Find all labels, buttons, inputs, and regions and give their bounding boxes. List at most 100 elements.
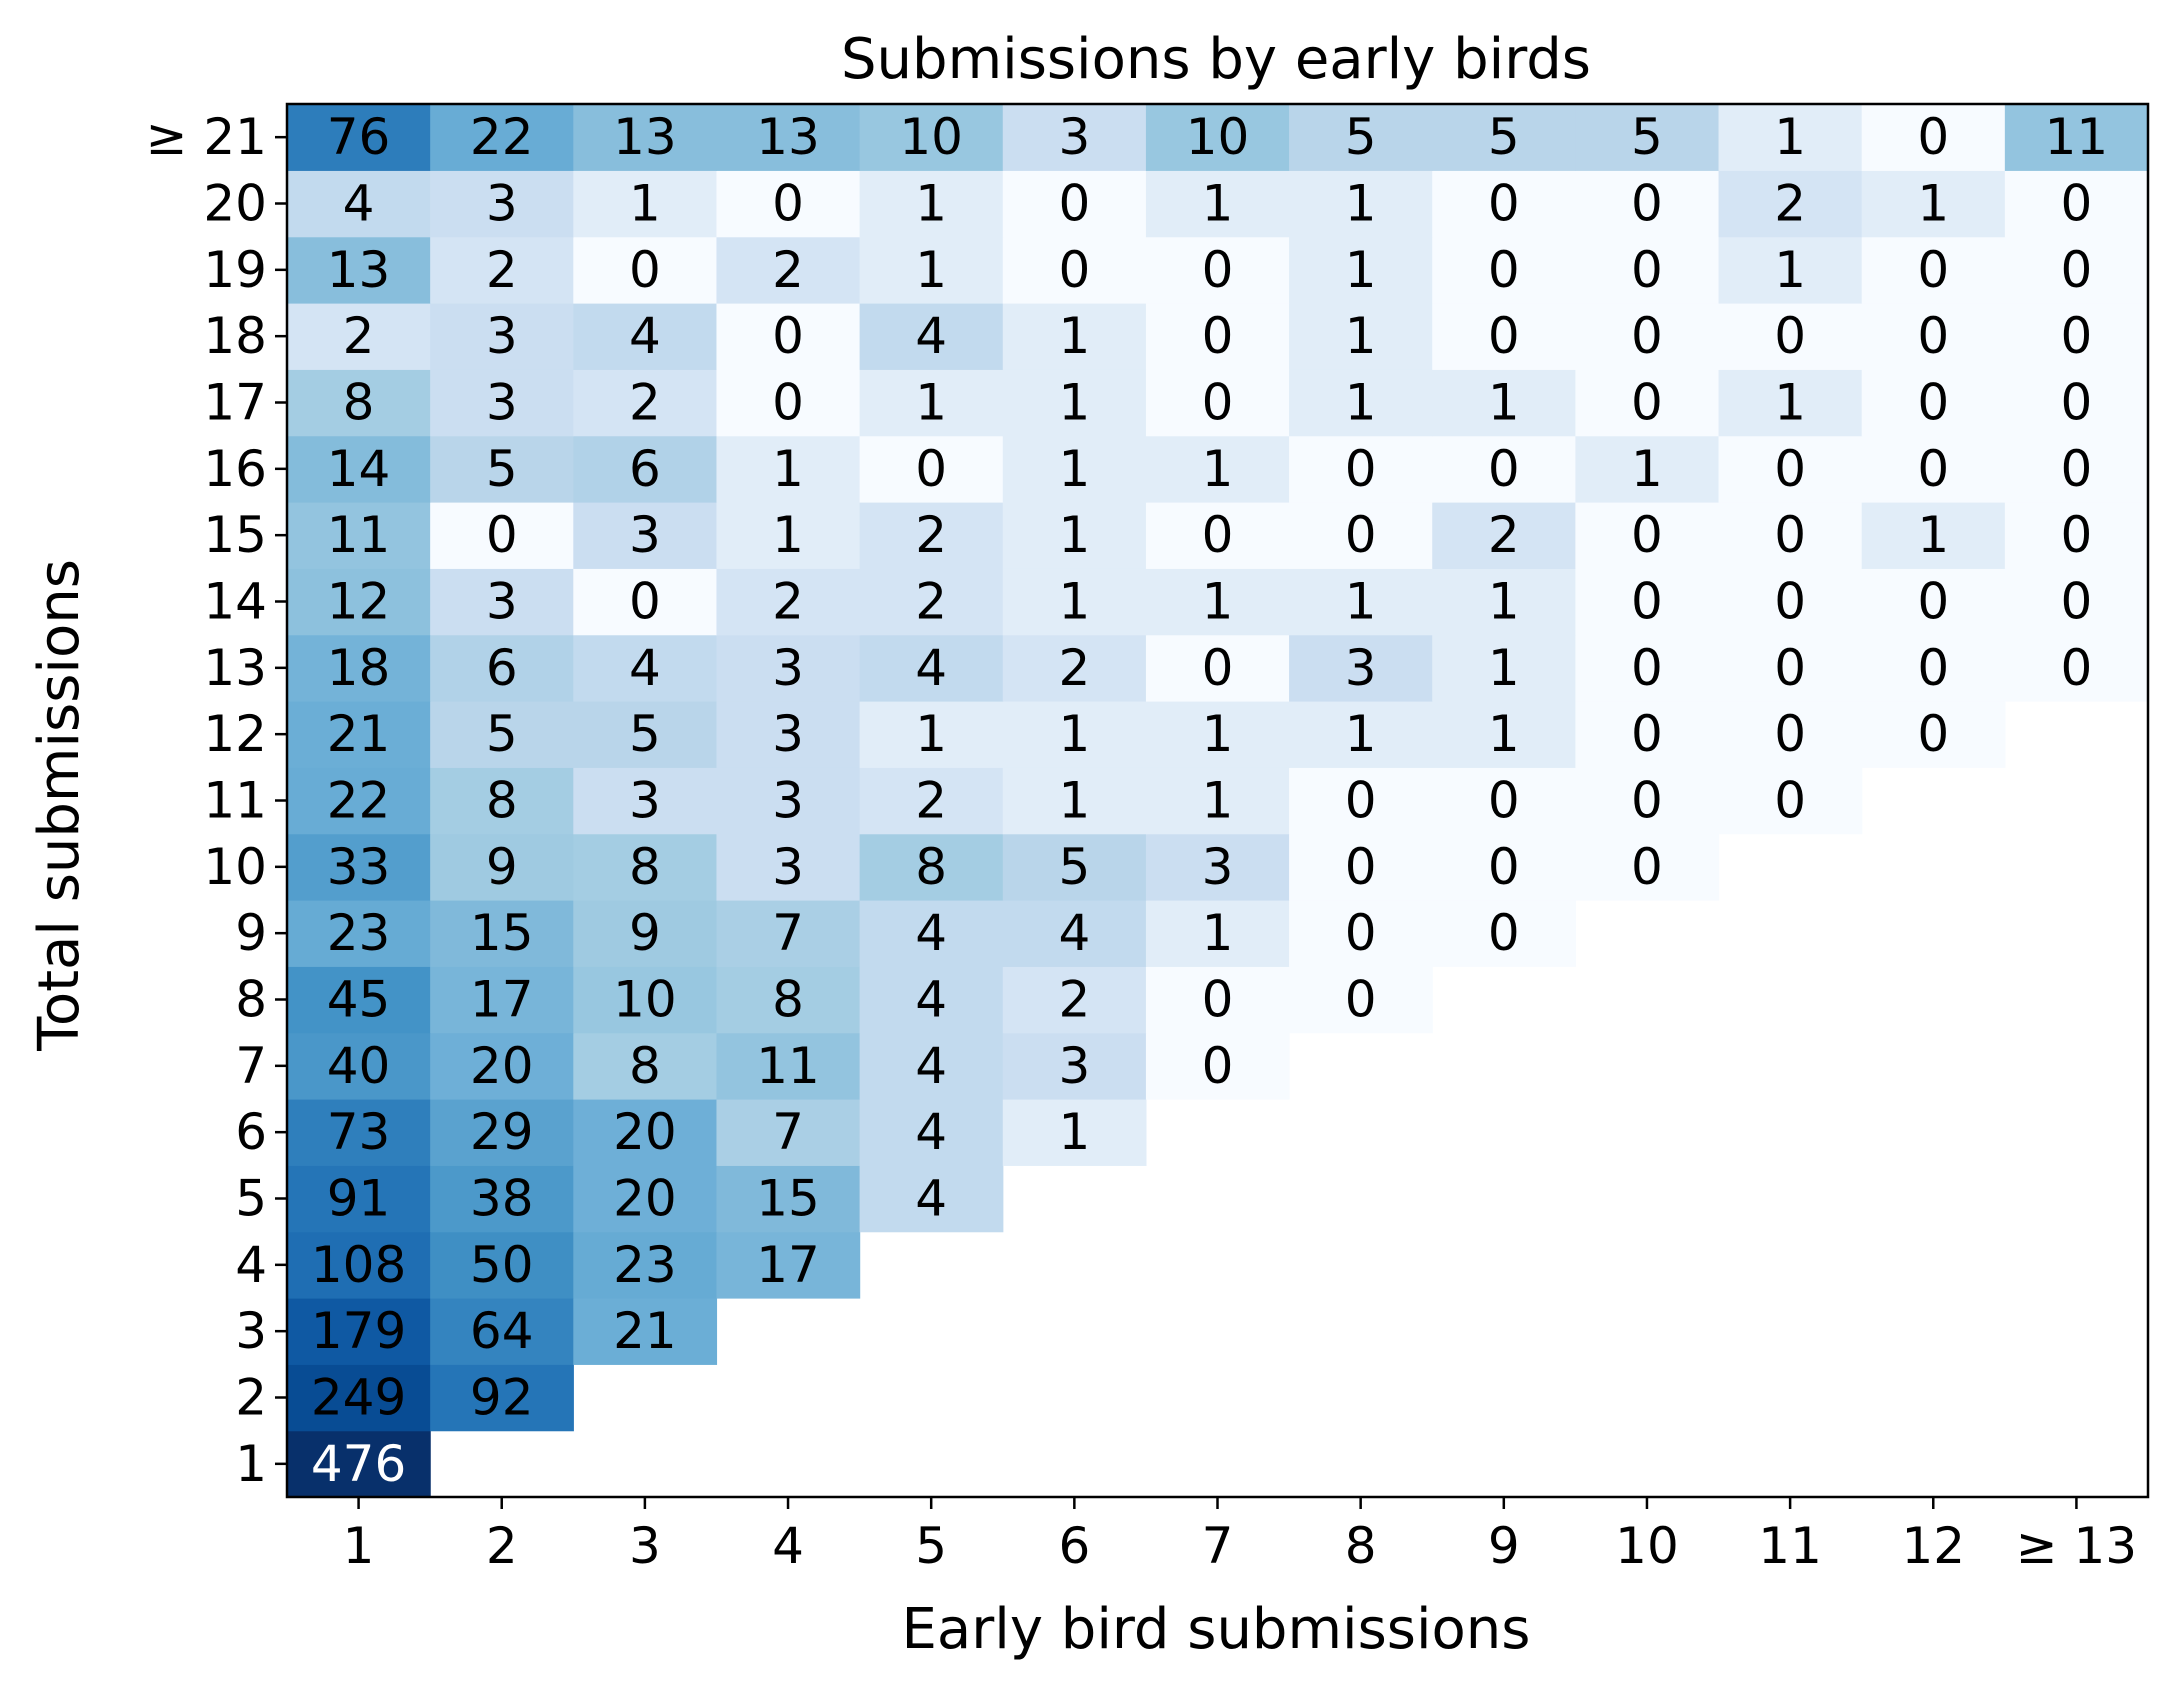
heatmap-cell-label: 1 bbox=[1774, 108, 1806, 166]
heatmap-cell bbox=[1002, 303, 1147, 370]
heatmap-cell-label: 15 bbox=[756, 1170, 820, 1228]
heatmap-cell-label: 0 bbox=[1488, 241, 1520, 299]
heatmap-cell-label: 0 bbox=[629, 573, 661, 631]
heatmap-cell-label: 0 bbox=[1631, 374, 1663, 432]
heatmap-cell-label: 1 bbox=[1488, 639, 1520, 697]
heatmap-cell-label: 0 bbox=[1774, 772, 1806, 830]
heatmap-cell-label: 0 bbox=[1774, 506, 1806, 564]
heatmap-cell-label: 1 bbox=[1345, 705, 1377, 763]
heatmap-cell bbox=[716, 634, 861, 702]
heatmap-cell bbox=[1145, 170, 1290, 238]
heatmap-cell bbox=[1289, 369, 1433, 437]
heatmap-cell bbox=[573, 568, 718, 636]
heatmap-cell bbox=[287, 369, 431, 437]
heatmap-cell bbox=[1002, 1099, 1147, 1166]
heatmap-cell-label: 4 bbox=[915, 971, 947, 1029]
heatmap-cell bbox=[287, 303, 431, 370]
heatmap-cell-label: 1 bbox=[1345, 374, 1377, 432]
heatmap-cell bbox=[1289, 634, 1433, 702]
heatmap-cell-label: 0 bbox=[1631, 175, 1663, 233]
heatmap-cell bbox=[287, 170, 431, 238]
heatmap-cell-label: 12 bbox=[327, 573, 391, 631]
y-tick-label: 19 bbox=[203, 241, 267, 299]
heatmap-cell-label: 2 bbox=[915, 506, 947, 564]
heatmap-cell bbox=[716, 900, 861, 967]
heatmap-cell-label: 0 bbox=[1631, 307, 1663, 365]
heatmap-cell bbox=[287, 1430, 431, 1498]
heatmap-cell-label: 1 bbox=[1202, 440, 1234, 498]
heatmap-cell bbox=[1718, 634, 1863, 702]
y-tick-label: 1 bbox=[235, 1435, 267, 1493]
x-tick-label: ≥ 13 bbox=[2016, 1517, 2137, 1575]
heatmap-cell bbox=[287, 966, 431, 1034]
heatmap-cell bbox=[1432, 369, 1576, 437]
heatmap-cell bbox=[1289, 236, 1433, 304]
heatmap-cell bbox=[1289, 701, 1433, 768]
heatmap-cell-label: 0 bbox=[1202, 506, 1234, 564]
heatmap-cell-label: 1 bbox=[1774, 374, 1806, 432]
heatmap-cell bbox=[1289, 104, 1433, 171]
heatmap-cell bbox=[1575, 568, 1720, 636]
y-tick-label: 17 bbox=[203, 374, 267, 432]
x-tick-label: 10 bbox=[1615, 1517, 1679, 1575]
heatmap-cell bbox=[716, 435, 861, 503]
heatmap-cell bbox=[287, 634, 431, 702]
heatmap-cell bbox=[1861, 369, 2006, 437]
heatmap-cell bbox=[1861, 236, 2006, 304]
heatmap-cell bbox=[1002, 369, 1147, 437]
heatmap-cell bbox=[2004, 104, 2149, 171]
heatmap-cell-label: 91 bbox=[327, 1170, 391, 1228]
heatmap-cell-label: 17 bbox=[470, 971, 534, 1029]
heatmap-cell bbox=[1861, 701, 2006, 768]
heatmap-cell-label: 4 bbox=[915, 1103, 947, 1161]
heatmap-cell bbox=[859, 303, 1004, 370]
heatmap-cell bbox=[430, 701, 574, 768]
x-tick-label: 9 bbox=[1488, 1517, 1520, 1575]
heatmap-cell bbox=[573, 1165, 718, 1233]
heatmap-cell bbox=[430, 170, 574, 238]
heatmap-cell bbox=[1289, 966, 1433, 1034]
heatmap-cell bbox=[1145, 634, 1290, 702]
heatmap-cell-label: 0 bbox=[1345, 772, 1377, 830]
heatmap-cell bbox=[573, 701, 718, 768]
heatmap-cell-label: 0 bbox=[1631, 772, 1663, 830]
heatmap-cell bbox=[287, 236, 431, 304]
heatmap-cell-label: 1 bbox=[1345, 307, 1377, 365]
heatmap-cell bbox=[1432, 303, 1576, 370]
heatmap-cell-label: 0 bbox=[1917, 705, 1949, 763]
heatmap-cell bbox=[1145, 833, 1290, 901]
heatmap-cell-label: 1 bbox=[1202, 175, 1234, 233]
heatmap-cell bbox=[859, 568, 1004, 636]
heatmap-cell bbox=[1718, 104, 1863, 171]
heatmap-cell bbox=[1718, 369, 1863, 437]
heatmap-cell-label: 92 bbox=[470, 1369, 534, 1427]
heatmap-cell bbox=[287, 701, 431, 768]
heatmap-cell bbox=[573, 1231, 718, 1299]
y-axis-label: Total submissions bbox=[27, 559, 92, 1052]
heatmap-cell bbox=[859, 1165, 1004, 1233]
heatmap-cell bbox=[1289, 900, 1433, 967]
heatmap-cell-label: 0 bbox=[1917, 440, 1949, 498]
heatmap-cell bbox=[1718, 303, 1863, 370]
heatmap-cell-label: 1 bbox=[1202, 705, 1234, 763]
x-tick-label: 11 bbox=[1758, 1517, 1822, 1575]
heatmap-cell-label: 11 bbox=[2045, 108, 2109, 166]
heatmap-cell-label: 5 bbox=[629, 705, 661, 763]
heatmap-cell-label: 9 bbox=[486, 838, 518, 896]
heatmap-cell bbox=[430, 568, 574, 636]
heatmap-cell bbox=[1289, 435, 1433, 503]
heatmap-cell-label: 0 bbox=[1345, 440, 1377, 498]
heatmap-cell bbox=[1145, 104, 1290, 171]
heatmap-cell-label: 179 bbox=[311, 1302, 406, 1360]
heatmap-cell-label: 0 bbox=[1488, 904, 1520, 962]
heatmap-cell-label: 0 bbox=[2061, 440, 2093, 498]
heatmap-cell bbox=[287, 104, 431, 171]
heatmap-cell-label: 1 bbox=[1488, 374, 1520, 432]
heatmap-cell-label: 0 bbox=[1774, 705, 1806, 763]
heatmap-cell-label: 3 bbox=[772, 838, 804, 896]
x-tick-label: 6 bbox=[1058, 1517, 1090, 1575]
heatmap-cell-label: 23 bbox=[327, 904, 391, 962]
heatmap-cell bbox=[1289, 767, 1433, 835]
heatmap-cell-label: 3 bbox=[486, 175, 518, 233]
heatmap-cell bbox=[1145, 966, 1290, 1034]
